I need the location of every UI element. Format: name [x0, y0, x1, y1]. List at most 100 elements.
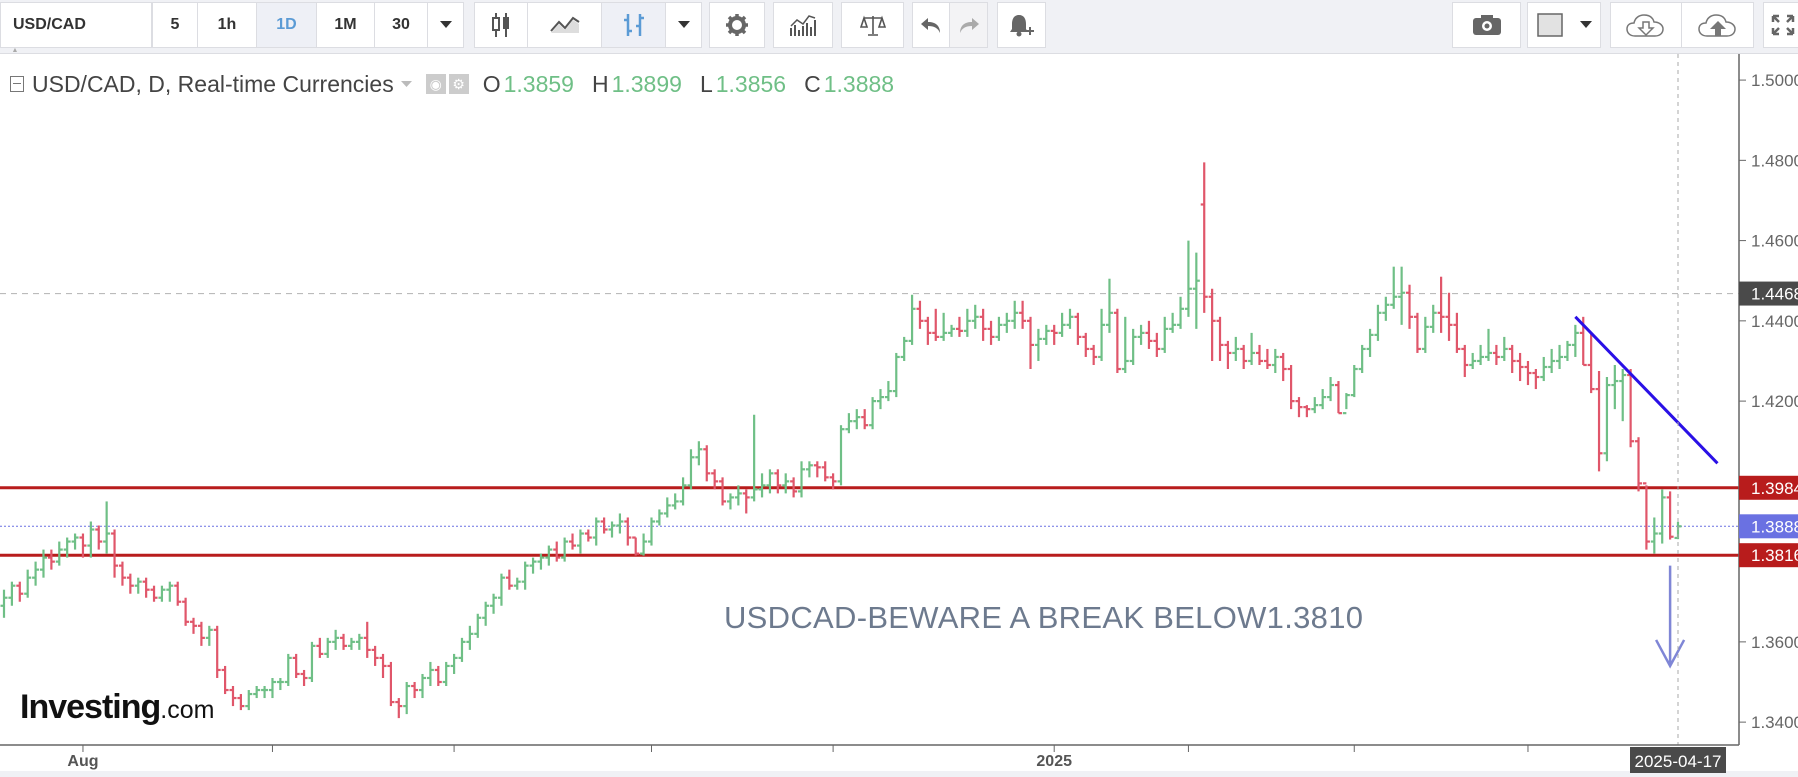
y-tick-label: 1.3400 [1751, 713, 1798, 732]
symbol-search-button[interactable]: USD/CAD [0, 2, 152, 48]
caret-down-icon [439, 21, 452, 28]
collapse-toolbar-arrow-icon[interactable]: ▲ [11, 47, 19, 54]
ohlc-bar [1208, 288, 1216, 361]
ohlc-bar [1145, 320, 1153, 349]
ohlc-bar [1153, 332, 1161, 357]
ohlc-bar [1374, 304, 1382, 341]
ohlc-bar [608, 521, 616, 538]
ohlc-bar [347, 637, 355, 650]
ohlc-bar [1232, 336, 1240, 361]
ohlc-bar [1666, 491, 1674, 540]
ohlc-bar [671, 493, 679, 510]
redo-button[interactable] [949, 2, 988, 48]
chart-type-dropdown-button[interactable] [665, 2, 702, 48]
add-alert-button[interactable] [997, 2, 1046, 48]
ohlc-bar [284, 653, 292, 687]
y-tick-label: 1.3600 [1751, 633, 1798, 652]
ohlc-bar [1082, 332, 1090, 357]
fullscreen-button[interactable] [1763, 2, 1798, 48]
ohlc-bar [497, 573, 505, 606]
ohlc-bar [474, 613, 482, 638]
screenshot-button[interactable] [1452, 2, 1521, 48]
load-chart-button[interactable] [1610, 2, 1682, 48]
ohlc-bar [1066, 308, 1074, 329]
ohlc-bar [576, 529, 584, 554]
camera-icon [1472, 15, 1501, 35]
undo-button[interactable] [912, 2, 950, 48]
y-tick-label: 1.4800 [1751, 151, 1798, 170]
ohlc-bar [963, 308, 971, 337]
ohlc-bar [268, 677, 276, 699]
ohlc-bar [126, 573, 134, 594]
legend-dropdown-icon[interactable] [400, 79, 414, 89]
ohlc-bar [1563, 340, 1571, 361]
settings-button[interactable] [709, 2, 765, 48]
price-level-badge [1739, 281, 1798, 306]
ohlc-bar [987, 320, 995, 345]
ohlc-bar [1429, 304, 1437, 333]
ohlc-bar [32, 561, 40, 586]
indicators-button[interactable] [773, 2, 833, 48]
ohlc-bar [892, 352, 900, 398]
price-level-label: 1.3984 [1751, 479, 1798, 498]
ohlc-bar [150, 585, 158, 602]
ohlc-bar [1303, 405, 1311, 418]
ohlc-bar [1445, 292, 1453, 341]
interval-1d-button[interactable]: 1D [256, 2, 317, 48]
ohlc-bar [442, 661, 450, 687]
open-value: 1.3859 [503, 70, 574, 97]
ohlc-bar [774, 469, 782, 494]
bar-chart-button[interactable] [601, 2, 666, 48]
ohlc-bar [197, 621, 205, 646]
candlestick-icon [492, 13, 509, 37]
ohlc-bar [1098, 308, 1106, 361]
ohlc-bar [1216, 316, 1224, 361]
save-chart-button[interactable] [1681, 2, 1754, 48]
caret-down-icon [677, 21, 690, 28]
ohlc-bar [719, 477, 727, 506]
chart-annotation-text[interactable]: USDCAD-BEWARE A BREAK BELOW1.3810 [724, 600, 1364, 635]
ohlc-bar [1484, 328, 1492, 361]
color-picker-button[interactable] [1527, 2, 1601, 48]
ohlc-bar [1350, 364, 1358, 398]
ohlc-bar [118, 561, 126, 586]
series-settings-icon[interactable]: ⚙ [448, 74, 469, 94]
ohlc-bar [1342, 393, 1350, 415]
bottom-strip [0, 771, 1798, 777]
ohlc-bar [1421, 316, 1429, 353]
ohlc-bar [876, 389, 884, 410]
ohlc-bar [324, 637, 332, 658]
ohlc-bar [371, 645, 379, 666]
interval-1m-button[interactable]: 1M [316, 2, 375, 48]
ohlc-bar [79, 533, 87, 558]
interval-dropdown-button[interactable] [427, 2, 464, 48]
interval-5-button[interactable]: 5 [152, 2, 198, 48]
candlestick-button[interactable] [474, 2, 528, 48]
ohlc-bar [837, 425, 845, 486]
time-axis[interactable]: Aug 2025 2025-04-17 [67, 745, 1726, 773]
collapse-legend-icon[interactable] [10, 76, 24, 92]
compare-button[interactable] [841, 2, 904, 48]
y-tick-label: 1.4200 [1751, 392, 1798, 411]
ohlc-bar [703, 445, 711, 482]
ohlc-bar [1192, 252, 1200, 329]
caret-down-icon [1579, 21, 1592, 28]
interval-30-button[interactable]: 30 [374, 2, 428, 48]
ohlc-bar [1398, 266, 1406, 325]
ohlc-bar [426, 661, 434, 687]
visibility-eye-icon[interactable]: ◉ [425, 74, 446, 94]
ohlc-bar [1627, 369, 1635, 448]
price-axis[interactable]: 1.5000 1.4800 1.4600 1.4400 1.4200 1.3600 1.34… [1739, 71, 1798, 732]
line-chart-button[interactable] [527, 2, 602, 48]
interval-1h-button[interactable]: 1h [197, 2, 257, 48]
ohlc-bar [1169, 312, 1177, 333]
ohlc-bar [1263, 348, 1271, 370]
indicators-icon [790, 15, 816, 36]
trendline [1574, 315, 1719, 465]
ohlc-bar [1161, 316, 1169, 353]
ohlc-bar [182, 597, 190, 626]
ohlc-bar [916, 300, 924, 329]
ohlc-bar [103, 501, 111, 554]
ohlc-bar [884, 381, 892, 402]
